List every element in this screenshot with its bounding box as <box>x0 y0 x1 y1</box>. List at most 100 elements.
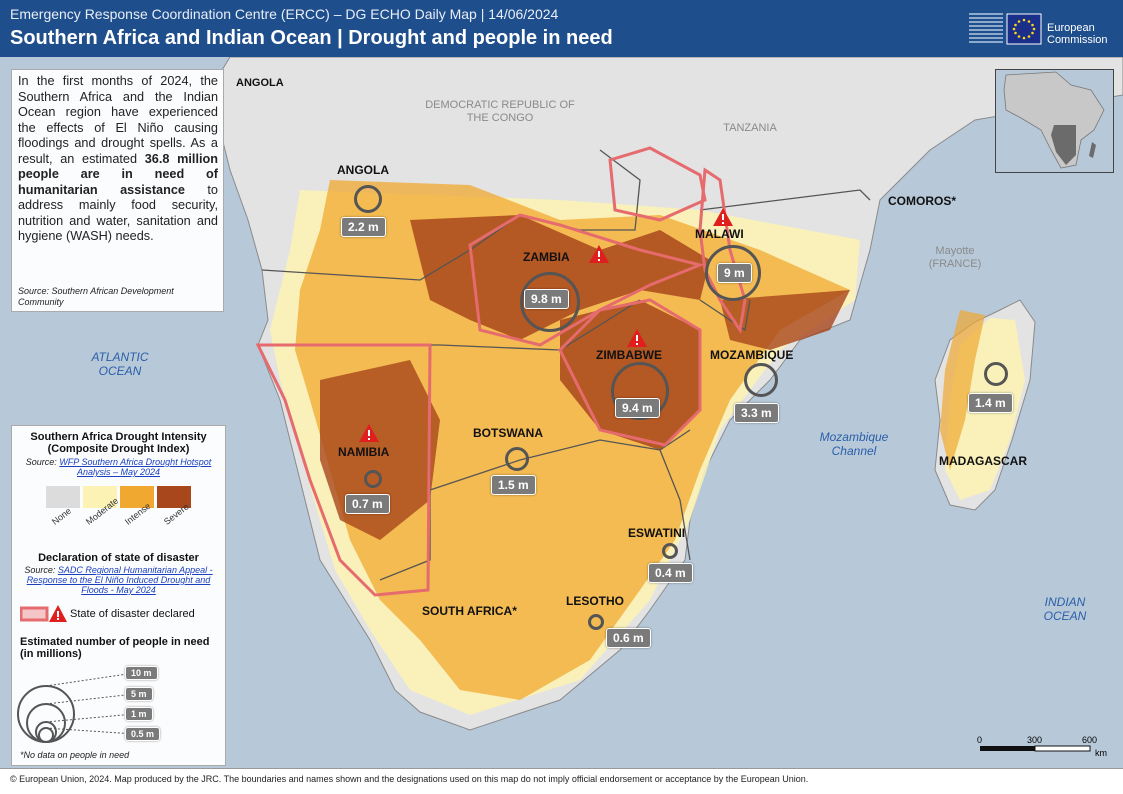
drought-swatch-severe <box>157 486 191 508</box>
atlantic-ocean-label: ATLANTIC OCEAN <box>91 350 149 378</box>
scale-unit: km <box>1095 748 1107 758</box>
africa-locator-graphic <box>1003 71 1105 169</box>
drought-swatch-none <box>46 486 80 508</box>
value-badge-namibia: 0.7 m <box>345 494 390 514</box>
warning-icon <box>359 424 379 442</box>
country-label-south-africa: SOUTH AFRICA* <box>422 604 517 618</box>
madagascar-drought-intense <box>940 310 985 470</box>
people-circle-madagascar <box>984 362 1008 386</box>
value-badge-zambia: 9.8 m <box>524 289 569 309</box>
angola-corner-label: ANGOLA <box>236 77 284 89</box>
country-label-lesotho: LESOTHO <box>566 594 625 608</box>
size-badge-10m: 10 m <box>125 666 158 680</box>
ec-logo-text: European Commission <box>1047 22 1108 46</box>
page-title: Southern Africa and Indian Ocean | Droug… <box>10 27 613 49</box>
intro-source: Source: Southern African Development Com… <box>18 286 174 307</box>
drought-swatch-intense <box>120 486 154 508</box>
drc-label: DEMOCRATIC REPUBLIC OF THE CONGO <box>425 99 575 124</box>
value-badge-mozambique: 3.3 m <box>734 403 779 423</box>
country-label-namibia: NAMIBIA <box>338 445 390 459</box>
value-badge-angola: 2.2 m <box>341 217 386 237</box>
ec-emblem-icon <box>967 10 1109 50</box>
inset-locator-map <box>995 69 1114 173</box>
disaster-source-link[interactable]: SADC Regional Humanitarian Appeal - Resp… <box>26 565 213 595</box>
disaster-legend-label: State of disaster declared <box>70 608 195 620</box>
country-label-malawi: MALAWI <box>695 227 744 241</box>
malawi-disaster-outline <box>698 167 747 334</box>
country-label-madagascar: MADAGASCAR <box>939 454 1027 468</box>
people-circle-namibia <box>364 470 382 488</box>
value-badge-zimbabwe: 9.4 m <box>615 398 660 418</box>
country-label-zimbabwe: ZIMBABWE <box>596 348 662 362</box>
country-label-mozambique: MOZAMBIQUE <box>710 348 794 362</box>
ec-logo-line2: Commission <box>1047 34 1108 46</box>
size-badge-1m: 1 m <box>125 707 153 721</box>
people-circle-eswatini <box>662 543 678 559</box>
zambia-disaster-outline <box>468 213 705 347</box>
scale-tick: 300 <box>1027 735 1043 745</box>
warning-icon <box>589 245 609 263</box>
people-circle-angola <box>354 185 382 213</box>
disaster-source-prefix: Source: <box>24 565 58 575</box>
people-circle-malawi <box>705 245 761 301</box>
value-badge-malawi: 9 m <box>717 263 752 283</box>
map-canvas[interactable]: ATLANTIC OCEAN Mozambique Channel INDIAN… <box>0 56 1123 768</box>
namibia-disaster-outline <box>255 343 432 597</box>
people-circle-botswana <box>505 447 529 471</box>
value-badge-eswatini: 0.4 m <box>648 563 693 583</box>
size-badge-5m: 5 m <box>125 687 153 701</box>
intro-text-part2: to address mainly food security, nutriti… <box>18 182 218 244</box>
drought-intense-area <box>295 180 850 700</box>
tanzania-label: TANZANIA <box>723 122 777 134</box>
people-legend-title: Estimated number of people in need (in m… <box>20 636 210 660</box>
country-label-zambia: ZAMBIA <box>523 250 570 264</box>
header-bar: Emergency Response Coordination Centre (… <box>0 0 1123 57</box>
drought-swatch-moderate <box>83 486 117 508</box>
value-badge-botswana: 1.5 m <box>491 475 536 495</box>
mozambique-channel-label: Mozambique Channel <box>819 430 889 458</box>
people-circle-zambia <box>520 272 580 332</box>
drought-class-label: None <box>50 505 74 527</box>
intro-text-part1: In the first months of 2024, the Souther… <box>18 74 218 166</box>
malawi-north-outline <box>608 146 707 222</box>
people-circle-mozambique <box>744 363 778 397</box>
disaster-legend-title: Declaration of state of disaster <box>38 552 199 564</box>
indian-ocean-label: INDIAN OCEAN <box>1043 595 1087 623</box>
mayotte-label: Mayotte (FRANCE) <box>928 245 982 270</box>
drought-legend-title: Southern Africa Drought Intensity (Compo… <box>30 431 207 455</box>
footer: © European Union, 2024. Map produced by … <box>0 768 1123 794</box>
drought-source-prefix: Source: <box>25 457 60 467</box>
intro-text-bold: 36.8 million people are in need of human… <box>18 151 218 197</box>
scale-tick: 0 <box>977 735 983 745</box>
ec-logo-line1: European <box>1047 22 1095 34</box>
country-label-eswatini: ESWATINI <box>628 526 686 540</box>
legend-panel: Southern Africa Drought Intensity (Compo… <box>11 425 226 766</box>
country-label-comoros: COMOROS* <box>888 194 957 208</box>
country-label-angola: ANGOLA <box>337 163 389 177</box>
warning-icon <box>627 329 647 347</box>
footer-disclaimer: © European Union, 2024. Map produced by … <box>10 774 809 784</box>
intro-text: In the first months of 2024, the Souther… <box>18 74 218 245</box>
drought-severe-area-4 <box>720 290 850 350</box>
proportional-circles-legend <box>17 672 135 743</box>
value-badge-lesotho: 0.6 m <box>606 628 651 648</box>
value-badge-madagascar: 1.4 m <box>968 393 1013 413</box>
scale-bar-graphic <box>980 745 1091 752</box>
people-circle-zimbabwe <box>611 362 669 420</box>
drought-source-link[interactable]: WFP Southern Africa Drought Hotspot Anal… <box>59 457 212 477</box>
size-badge-05m: 0.5 m <box>125 727 161 741</box>
intro-panel: In the first months of 2024, the Souther… <box>11 69 224 312</box>
scale-bar: 0 300 600 km <box>975 735 1110 765</box>
zimbabwe-disaster-outline <box>558 298 702 447</box>
scale-tick: 600 <box>1082 735 1098 745</box>
country-label-botswana: BOTSWANA <box>473 426 543 440</box>
warning-icon <box>713 208 733 226</box>
drought-legend-source: Source: WFP Southern Africa Drought Hots… <box>16 457 221 477</box>
disaster-legend-symbol <box>20 605 67 622</box>
people-circle-lesotho <box>588 614 604 630</box>
disaster-outlines <box>255 146 747 597</box>
disaster-legend-source: Source: SADC Regional Humanitarian Appea… <box>16 565 221 595</box>
header-supertitle: Emergency Response Coordination Centre (… <box>10 6 559 22</box>
no-data-note: *No data on people in need <box>20 750 130 760</box>
